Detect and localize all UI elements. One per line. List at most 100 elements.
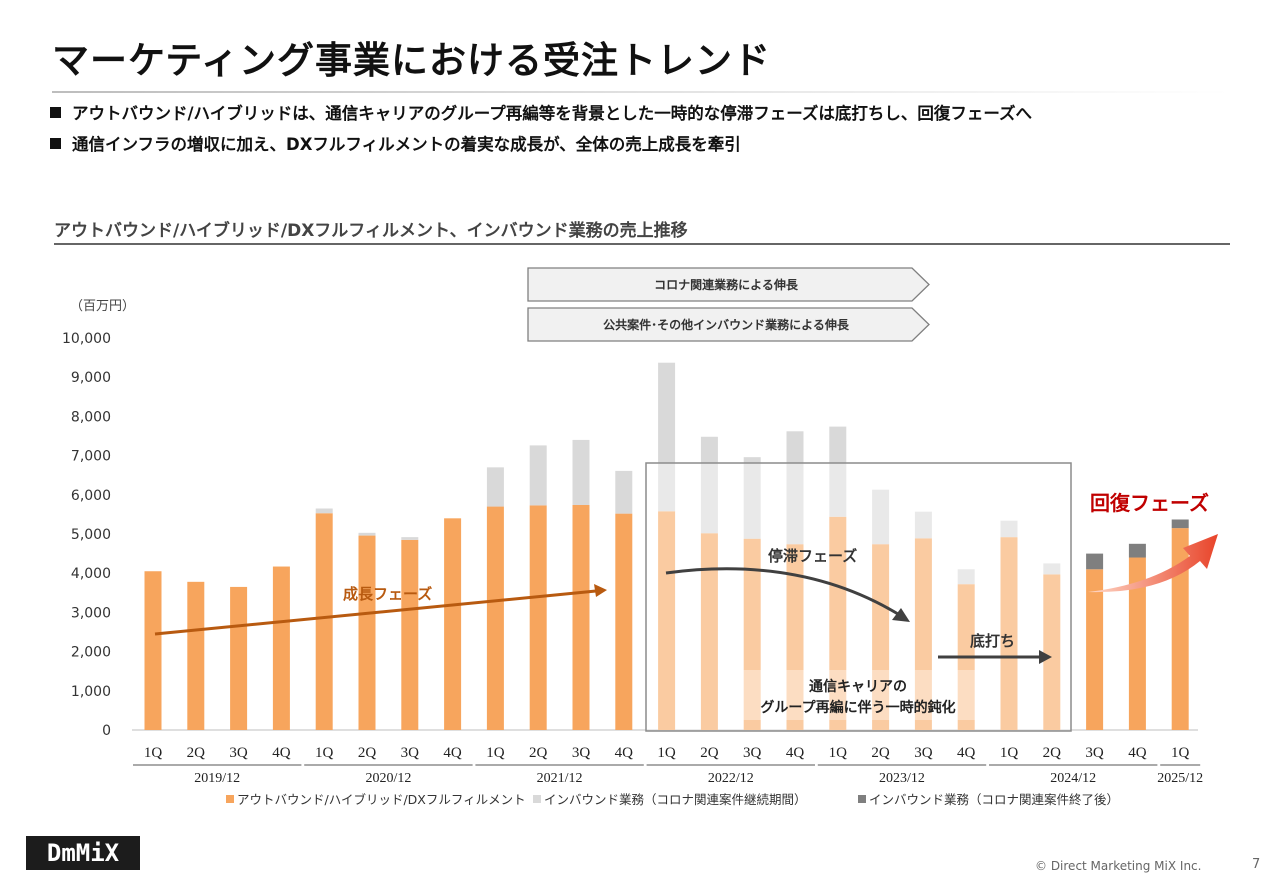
y-tick-label: 3,000 bbox=[71, 605, 111, 621]
y-tick-label: 6,000 bbox=[71, 488, 111, 504]
x-tick-label: 3Q bbox=[229, 745, 248, 761]
carrier-note-bg bbox=[740, 670, 975, 720]
x-tick-label: 4Q bbox=[615, 745, 634, 761]
stagnation-period-box bbox=[645, 462, 1072, 732]
bar-segment-s0 bbox=[1043, 574, 1061, 730]
bar-segment-s0 bbox=[144, 571, 162, 730]
bar-segment-s0 bbox=[486, 506, 504, 730]
growth-arrow-head bbox=[594, 584, 607, 597]
bar-segment-s0 bbox=[615, 513, 633, 730]
x-tick-label: 4Q bbox=[957, 745, 976, 761]
year-label: 2022/12 bbox=[708, 771, 754, 786]
bar-segment-s1 bbox=[872, 489, 890, 545]
recovery-phase-label: 回復フェーズ bbox=[1090, 491, 1209, 515]
bar-segment-s0 bbox=[358, 535, 376, 730]
y-tick-label: 7,000 bbox=[71, 449, 111, 465]
recovery-arrow bbox=[1088, 534, 1218, 593]
bar-segment-s0 bbox=[872, 544, 890, 730]
y-tick-label: 8,000 bbox=[71, 409, 111, 425]
bar-segment-s1 bbox=[401, 537, 419, 540]
page-number: 7 bbox=[1252, 857, 1261, 872]
bar-segment-s1 bbox=[315, 508, 333, 514]
y-tick-label: 1,000 bbox=[71, 684, 111, 700]
carrier-note-line2: グループ再編に伴う一時的鈍化 bbox=[760, 699, 955, 716]
x-tick-label: 1Q bbox=[144, 745, 163, 761]
x-tick-label: 2Q bbox=[529, 745, 548, 761]
bar-segment-s0 bbox=[187, 581, 205, 730]
bar-segment-s1 bbox=[786, 431, 804, 545]
x-tick-label: 4Q bbox=[1128, 745, 1147, 761]
bullet-2-text: 通信インフラの増収に加え、DXフルフィルメントの着実な成長が、全体の売上成長を牽… bbox=[72, 135, 741, 154]
x-tick-label: 1Q bbox=[315, 745, 334, 761]
bar-segment-s0 bbox=[315, 513, 333, 730]
bar-segment-s0 bbox=[529, 505, 547, 730]
covid-growth-banner-label: コロナ関連業務による伸長 bbox=[654, 277, 799, 292]
year-label: 2024/12 bbox=[1050, 771, 1096, 786]
x-tick-label: 2Q bbox=[700, 745, 719, 761]
bar-segment-s2 bbox=[1128, 543, 1146, 558]
stagnation-arrow-line bbox=[665, 567, 899, 616]
bar-segment-s1 bbox=[957, 569, 975, 585]
page-title: マーケティング事業における受注トレンド bbox=[52, 39, 772, 82]
carrier-note-line1: 通信キャリアの bbox=[809, 678, 907, 695]
x-tick-label: 3Q bbox=[572, 745, 591, 761]
y-unit-label: （百万円） bbox=[70, 299, 135, 314]
legend-swatch bbox=[226, 795, 234, 803]
section-title: アウトバウンド/ハイブリッド/DXフルフィルメント、インバウンド業務の売上推移 bbox=[54, 221, 688, 241]
x-tick-label: 4Q bbox=[443, 745, 462, 761]
bar-segment-s1 bbox=[1000, 520, 1018, 538]
bar-segment-s1 bbox=[358, 532, 376, 536]
y-tick-label: 5,000 bbox=[71, 527, 111, 543]
y-tick-label: 0 bbox=[102, 723, 111, 739]
public-growth-banner-shape bbox=[527, 307, 930, 342]
bar-segment-s0 bbox=[230, 586, 248, 730]
bar-segment-s1 bbox=[829, 426, 847, 517]
public-growth-banner-label: 公共案件･その他インバウンド業務による伸長 bbox=[603, 317, 850, 332]
bar-segment-s0 bbox=[401, 539, 419, 730]
x-tick-label: 3Q bbox=[1085, 745, 1104, 761]
bar-segment-s1 bbox=[1043, 563, 1061, 575]
company-logo: DmMiX bbox=[26, 836, 140, 870]
x-tick-label: 2Q bbox=[187, 745, 206, 761]
year-label: 2025/12 bbox=[1157, 771, 1203, 786]
x-tick-label: 2Q bbox=[358, 745, 377, 761]
stagnation-arrow-head bbox=[892, 608, 910, 622]
bar-segment-s0 bbox=[786, 544, 804, 730]
bottom-out-label: 底打ち bbox=[970, 632, 1015, 650]
bar-segment-s0 bbox=[272, 566, 290, 730]
legend-swatch bbox=[533, 795, 541, 803]
x-tick-label: 3Q bbox=[401, 745, 420, 761]
year-label: 2021/12 bbox=[537, 771, 583, 786]
bullet-2: 通信インフラの増収に加え、DXフルフィルメントの着実な成長が、全体の売上成長を牽… bbox=[50, 131, 741, 155]
stagnation-phase-label: 停滞フェーズ bbox=[768, 547, 857, 565]
bar-segment-s0 bbox=[658, 511, 676, 730]
x-tick-label: 1Q bbox=[1000, 745, 1019, 761]
x-tick-label: 2Q bbox=[871, 745, 890, 761]
title-divider bbox=[52, 91, 1230, 93]
bar-segment-s1 bbox=[658, 362, 676, 512]
legend-label: インバウンド業務（コロナ関連案件継続期間） bbox=[544, 792, 807, 807]
bottom-out-arrow-head bbox=[1039, 650, 1052, 664]
bar-segment-s0 bbox=[572, 504, 590, 730]
x-tick-label: 1Q bbox=[486, 745, 505, 761]
bar-segment-s1 bbox=[572, 439, 590, 505]
legend-label: アウトバウンド/ハイブリッド/DXフルフィルメント bbox=[237, 792, 526, 807]
covid-growth-banner-shape bbox=[527, 267, 930, 302]
x-tick-label: 4Q bbox=[786, 745, 805, 761]
section-divider bbox=[54, 243, 1230, 245]
bar-segment-s1 bbox=[743, 457, 761, 539]
bar-segment-s0 bbox=[743, 538, 761, 730]
bar-segment-s0 bbox=[444, 518, 462, 730]
year-label: 2023/12 bbox=[879, 771, 925, 786]
y-tick-label: 9,000 bbox=[71, 370, 111, 386]
bullet-square-icon bbox=[50, 137, 61, 149]
x-tick-label: 2Q bbox=[1043, 745, 1062, 761]
bar-segment-s0 bbox=[1128, 557, 1146, 730]
x-tick-label: 1Q bbox=[657, 745, 676, 761]
y-tick-label: 10,000 bbox=[62, 331, 111, 347]
bar-segment-s2 bbox=[1171, 519, 1189, 529]
bar-segment-s1 bbox=[529, 445, 547, 506]
bullet-square-icon bbox=[50, 106, 61, 118]
legend-swatch bbox=[858, 795, 866, 803]
